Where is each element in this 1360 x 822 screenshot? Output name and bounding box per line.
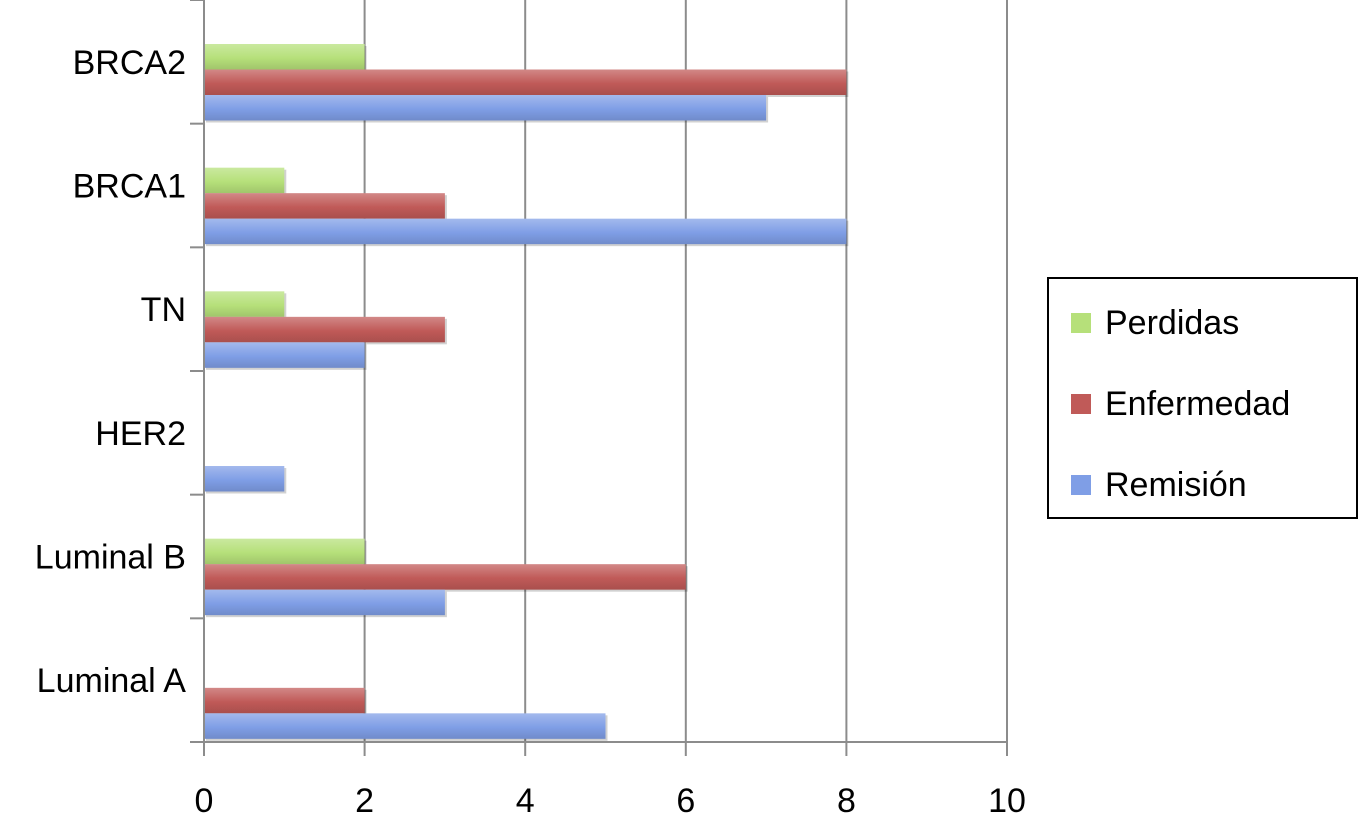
gridlines [363,0,1008,742]
legend-swatch-remision [1071,475,1091,495]
bar-brca2-remision [204,95,767,121]
legend-swatch-perdidas [1071,313,1091,333]
x-tick-label: 6 [676,782,695,820]
x-tick-label: 10 [988,782,1026,820]
tick-labels: Luminal A Luminal B HER2 TN BRCA1 BRCA2 0 2 4 6 8 1… [35,44,1026,820]
legend-label-remision: Remisión [1105,465,1247,504]
bar-brca1-perdidas [204,167,285,194]
bar-luminal-b-remision [204,589,445,616]
bar-brca1-remision [204,218,847,245]
legend-item-perdidas: Perdidas [1071,303,1239,343]
y-tick-label: Luminal B [35,539,186,577]
bar-luminal-b-perdidas [204,538,365,565]
y-tick-label: HER2 [95,415,186,453]
bar-luminal-b-enfermedad [204,564,686,590]
bar-tn-remision [204,342,365,368]
legend-label-enfermedad: Enfermedad [1105,384,1291,423]
bar-brca1-enfermedad [204,193,445,219]
x-tick-label: 0 [195,782,214,820]
bar-tn-enfermedad [204,316,445,343]
bars [204,44,849,741]
y-tick-label: BRCA1 [73,168,186,206]
x-tick-label: 4 [516,782,535,820]
bar-her2-remision [204,466,285,492]
legend-item-remision: Remisión [1071,465,1247,505]
bar-brca2-perdidas [204,44,365,70]
y-tick-label: BRCA2 [73,44,186,82]
y-tick-label: Luminal A [37,662,187,700]
bar-luminal-a-remision [204,713,606,739]
legend-item-enfermedad: Enfermedad [1071,384,1290,424]
y-tick-label: TN [141,291,186,329]
x-tick-label: 2 [355,782,374,820]
legend-label-perdidas: Perdidas [1105,303,1240,342]
bar-luminal-a-enfermedad [204,687,365,714]
legend-swatch-enfermedad [1071,394,1091,414]
axes [190,0,1008,756]
x-tick-label: 8 [837,782,856,820]
legend: Perdidas Enfermedad Remisión [1047,277,1358,519]
bar-tn-perdidas [204,291,285,317]
bar-brca2-enfermedad [204,69,847,95]
